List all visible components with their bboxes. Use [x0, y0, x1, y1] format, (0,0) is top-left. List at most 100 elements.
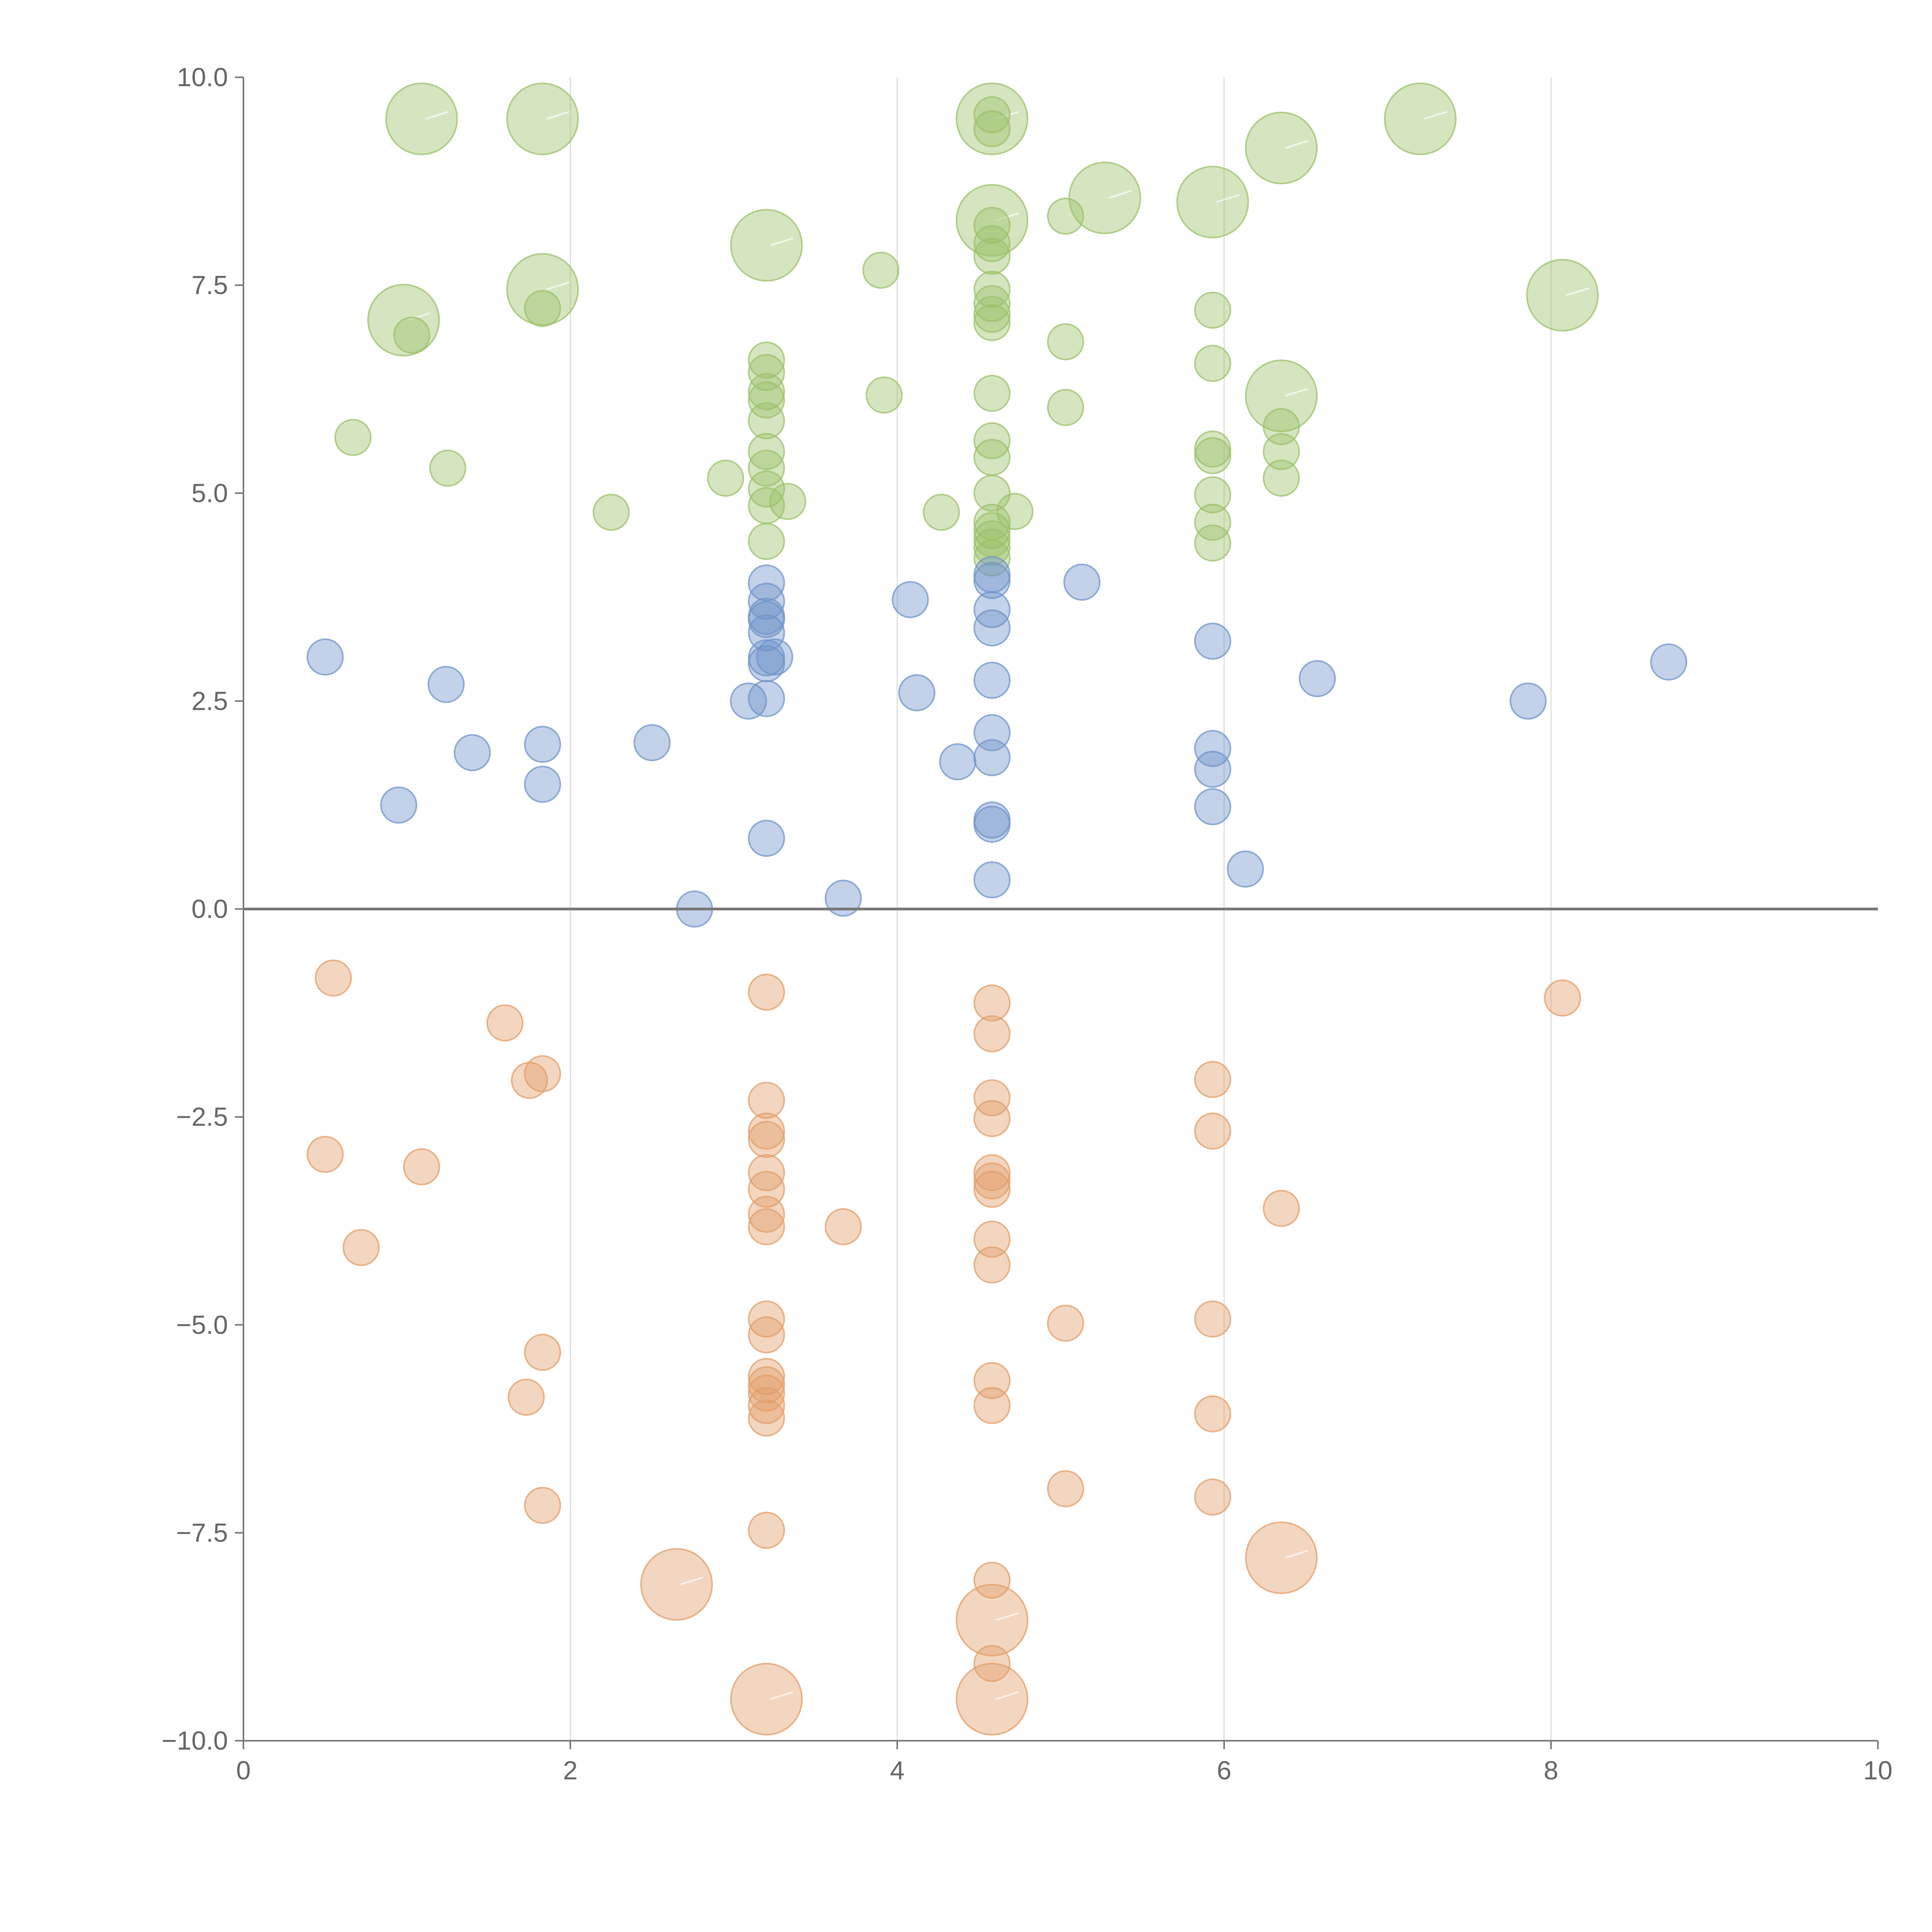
- x-tick-label: 8: [1544, 1756, 1558, 1785]
- bubble-leader-line: [546, 281, 570, 290]
- bubble-orange: [748, 1358, 785, 1395]
- bubble-green: [1263, 433, 1300, 470]
- bubble-leader-line: [1108, 190, 1132, 199]
- bubble-green: [923, 493, 960, 531]
- bubbles: [306, 82, 1687, 1736]
- bubble-green: [973, 237, 1011, 275]
- bubble-green-large: [506, 82, 579, 155]
- bubble-blue: [380, 786, 417, 824]
- bubble-blue: [1194, 622, 1231, 660]
- bubble-leader-line: [995, 1691, 1019, 1700]
- bubble-orange: [1194, 1478, 1231, 1516]
- bubble-orange: [748, 1154, 785, 1191]
- bubble-orange: [973, 1645, 1011, 1682]
- bubble-orange: [1047, 1470, 1084, 1507]
- bubble-blue: [454, 734, 491, 771]
- bubble-leader-line: [995, 111, 1019, 120]
- bubble-blue: [427, 666, 465, 703]
- bubble-orange: [973, 1154, 1011, 1191]
- bubble-green: [769, 483, 806, 520]
- bubble-green: [973, 285, 1011, 322]
- bubble-blue: [973, 662, 1011, 699]
- bubble-green: [1194, 291, 1231, 329]
- bubble-green: [973, 474, 1011, 512]
- bubble-orange: [973, 984, 1011, 1022]
- bubble-green: [334, 419, 372, 456]
- bubble-green-large: [1176, 165, 1249, 238]
- bubble-leader-line: [1566, 287, 1590, 296]
- bubble-orange: [1047, 1304, 1084, 1342]
- bubble-green: [1047, 323, 1084, 361]
- bubble-green: [1194, 437, 1231, 474]
- bubble-orange: [748, 1300, 785, 1338]
- x-tick-label: 4: [890, 1756, 905, 1785]
- bubble-orange: [973, 1561, 1011, 1599]
- bubble-leader-line: [1285, 140, 1308, 149]
- y-tick-label: 5.0: [191, 478, 228, 508]
- y-tick-label: 0.0: [191, 895, 228, 924]
- bubble-leader-line: [425, 111, 449, 120]
- bubble-orange: [315, 959, 352, 997]
- bubble-blue: [748, 820, 785, 857]
- y-tick-label: −10.0: [162, 1726, 228, 1755]
- bubble-blue: [1063, 563, 1100, 601]
- bubble-orange: [973, 1387, 1011, 1424]
- bubble-orange: [511, 1061, 548, 1099]
- bubble-green: [973, 422, 1011, 459]
- bubble-blue: [748, 601, 785, 638]
- bubble-orange: [1263, 1190, 1300, 1227]
- bubble-leader-line: [680, 1577, 704, 1585]
- bubble-orange: [973, 1100, 1011, 1137]
- bubble-blue: [524, 765, 561, 803]
- bubble-orange: [748, 1208, 785, 1245]
- bubble-green: [973, 225, 1011, 262]
- bubble-green: [748, 470, 785, 508]
- bubble-orange: [825, 1208, 862, 1245]
- bubble-orange: [524, 1486, 561, 1524]
- bubble-orange-large: [956, 1663, 1029, 1736]
- bubble-blue: [633, 724, 671, 761]
- bubble-blue: [1194, 730, 1231, 767]
- bubble-green-large: [956, 82, 1029, 155]
- bubble-green: [748, 433, 785, 470]
- y-tick-label: −2.5: [176, 1102, 228, 1132]
- bubble-green: [748, 402, 785, 439]
- bubble-green-large: [385, 82, 458, 155]
- bubble-orange: [748, 1316, 785, 1354]
- bubble-green: [1194, 345, 1231, 382]
- bubble-green: [429, 449, 466, 487]
- bubble-green: [973, 304, 1011, 341]
- bubble-green: [973, 96, 1011, 133]
- bubble-orange: [973, 1246, 1011, 1284]
- bubble-green-large: [730, 209, 803, 282]
- bubble-leader-line: [1216, 194, 1240, 203]
- bubble-orange: [1194, 1112, 1231, 1150]
- bubble-green: [707, 459, 744, 497]
- bubble-orange: [507, 1379, 545, 1416]
- bubble-orange: [748, 1196, 785, 1233]
- bubble-orange: [748, 1512, 785, 1549]
- bubble-leader-line: [546, 111, 570, 120]
- bubble-blue: [1299, 660, 1336, 697]
- bubble-orange: [1194, 1300, 1231, 1338]
- bubble-orange: [748, 1366, 785, 1403]
- bubble-orange: [748, 1387, 785, 1424]
- bubble-blue: [973, 609, 1011, 646]
- bubble-leader-line: [995, 1612, 1019, 1621]
- bubble-blue: [973, 739, 1011, 776]
- bubble-green: [973, 512, 1011, 549]
- x-tick-label: 2: [563, 1756, 578, 1785]
- bubble-orange: [486, 1004, 524, 1042]
- bubble-orange: [1194, 1395, 1231, 1433]
- y-tick-label: −5.0: [176, 1310, 228, 1340]
- bubble-blue: [898, 674, 935, 711]
- bubble-orange: [973, 1079, 1011, 1117]
- bubble-green: [1047, 389, 1084, 426]
- bubble-green: [973, 296, 1011, 333]
- bubble-green-large: [1245, 111, 1318, 184]
- bubble-green: [973, 539, 1011, 577]
- bubble-blue: [973, 861, 1011, 899]
- y-tick-label: −7.5: [176, 1518, 228, 1548]
- bubble-green: [1194, 524, 1231, 562]
